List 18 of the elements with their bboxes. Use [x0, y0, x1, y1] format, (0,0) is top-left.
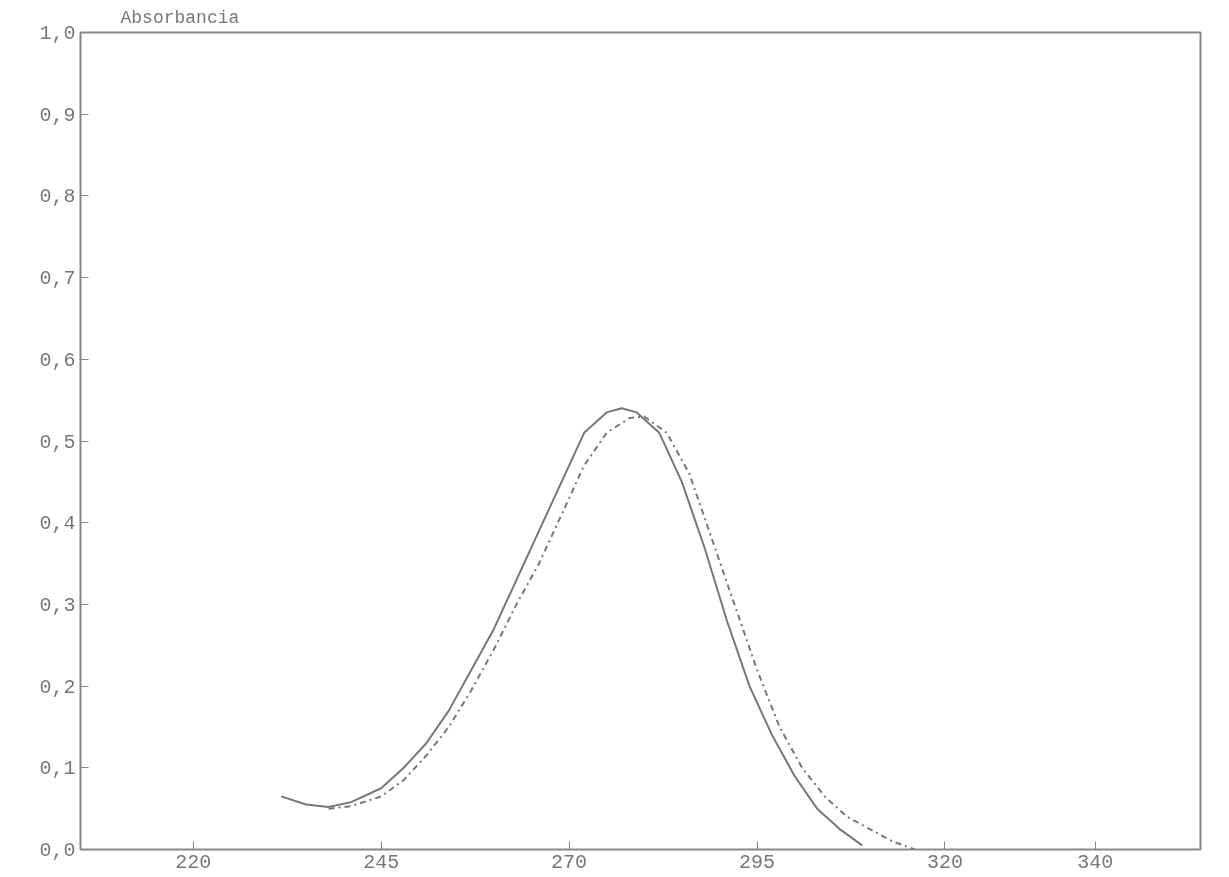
- x-tick-label: 270: [551, 850, 588, 874]
- y-tick-label: 0,3: [39, 593, 76, 617]
- y-tick-label: 0,8: [39, 185, 76, 209]
- y-tick-label: 0,1: [39, 757, 76, 781]
- x-tick-label: 340: [1077, 850, 1114, 874]
- y-tick-label: 1,0: [39, 22, 76, 45]
- y-tick-label: 0,0: [39, 839, 76, 862]
- y-tick-label: 0,5: [39, 430, 76, 454]
- x-tick-label: 220: [175, 850, 212, 874]
- y-tick-label: 0,7: [39, 267, 76, 291]
- y-tick-label: 0,2: [39, 675, 76, 699]
- y-tick-label: 0,9: [39, 103, 76, 127]
- x-tick-label: 245: [363, 850, 400, 874]
- x-tick-label: 320: [926, 850, 963, 874]
- y-tick-label: 0,6: [39, 348, 76, 372]
- x-tick-label: 295: [739, 850, 776, 874]
- y-axis-title: Absorbancia: [120, 7, 240, 28]
- y-tick-label: 0,4: [39, 512, 76, 536]
